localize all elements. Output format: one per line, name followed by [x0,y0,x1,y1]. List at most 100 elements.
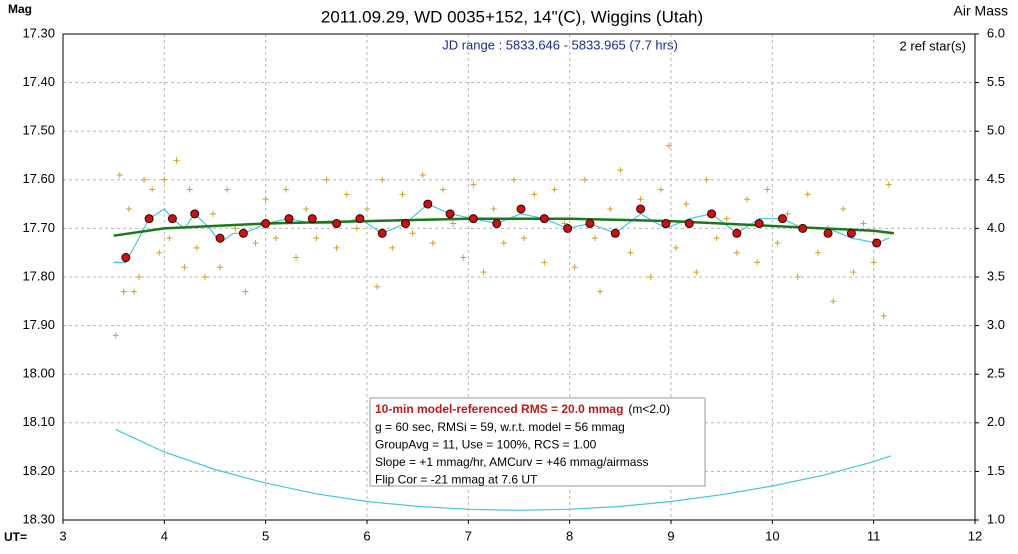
data-point [850,269,857,276]
data-point [460,254,467,261]
data-point [733,249,740,256]
info-headline-text: 10-min model-referenced RMS = 20.0 mmag [375,402,623,416]
info-line: Flip Cor = -21 mmag at 7.6 UT [375,473,538,487]
info-headline: 10-min model-referenced RMS = 20.0 mmag (… [375,402,670,416]
data-point [125,205,132,212]
data-point [224,186,231,193]
data-point [592,235,598,242]
data-point [657,186,664,193]
data-point [343,191,350,198]
line [113,217,895,237]
y2-tick-label: 5.5 [987,74,1005,89]
x-tick-label: 9 [667,528,674,543]
data-point [470,181,477,188]
y2-axis-label: Air Mass [954,3,1008,19]
data-point [166,235,173,242]
data-point [167,214,177,224]
data-point [149,186,156,193]
data-point [186,186,193,193]
y-tick-label: 17.70 [22,220,55,235]
data-point [885,181,892,188]
data-point [419,171,426,178]
data-point [744,196,750,203]
data-point [492,219,502,229]
data-point [617,167,624,174]
data-point [450,220,457,227]
data-point [814,249,821,256]
data-point [468,214,478,224]
data-point [804,191,811,198]
info-headline-note: (m<2.0) [628,402,670,416]
data-point [784,210,791,217]
data-point [141,176,148,183]
data-point [777,214,787,224]
y-tick-label: 17.50 [22,123,55,138]
x-tick-label: 10 [765,528,779,543]
data-point [707,209,717,219]
data-point [389,244,396,251]
data-point [665,142,672,149]
data-point [379,176,386,183]
data-point [500,239,507,246]
data-point [870,259,877,266]
data-point [261,219,271,229]
x-tick-label: 6 [363,528,370,543]
data-point [173,157,180,164]
data-point [585,219,595,229]
data-point [161,176,168,183]
data-point [647,274,654,280]
x-tick-label: 4 [161,528,168,543]
data-point [215,233,225,243]
data-point [840,205,847,212]
annotation: JD range : 5833.646 - 5833.965 (7.7 hrs) [442,37,678,52]
data-point [516,204,526,214]
data-point [794,274,801,280]
y-axis-label: Mag [8,2,32,16]
data-point [209,210,216,217]
y-tick-label: 17.40 [22,74,55,89]
data-point [282,186,289,193]
data-point [860,220,867,227]
y-tick-label: 18.10 [22,414,55,429]
data-point [399,191,406,198]
line [115,429,892,511]
data-point [571,264,578,271]
x-tick-label: 11 [867,528,881,543]
data-point [262,196,269,203]
data-point [551,186,558,193]
data-point [156,249,163,256]
x-axis-label: UT= [4,530,27,544]
data-point [409,230,416,237]
data-point [684,219,694,229]
data-point [880,312,887,319]
data-point [732,228,742,238]
annotation: 2 ref star(s) [900,38,966,53]
y2-tick-label: 3.0 [987,317,1005,332]
data-point [713,235,720,242]
data-point [252,239,259,246]
data-point [238,228,248,238]
data-point [693,269,700,276]
x-tick-label: 7 [465,528,472,543]
data-point [510,176,517,183]
x-tick-label: 5 [262,528,269,543]
data-point [581,176,588,183]
data-point [754,219,764,229]
data-point [332,219,342,229]
data-point [217,264,224,271]
data-point [774,239,781,246]
y-tick-label: 17.30 [22,25,55,40]
data-point [480,269,487,276]
data-point [563,223,573,233]
info-line: Slope = +1 mmag/hr, AMCurv = +46 mmag/ai… [375,455,648,469]
data-point [610,228,620,238]
data-point [353,225,360,232]
data-point [120,288,127,295]
data-point [764,186,771,193]
data-point [661,219,671,229]
y2-tick-label: 3.5 [987,268,1005,283]
y-tick-label: 17.80 [22,268,55,283]
data-point [636,204,646,214]
data-point [846,228,856,238]
data-point [673,244,680,251]
